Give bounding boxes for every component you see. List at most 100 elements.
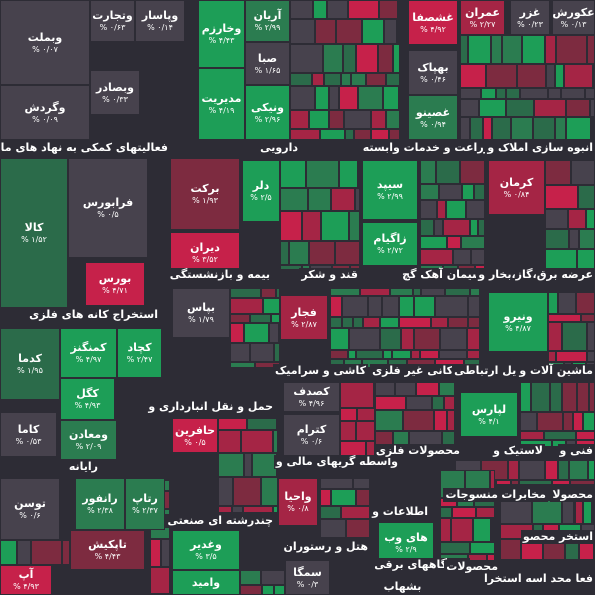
- change: ۴/۹۷ %: [75, 355, 102, 364]
- change: ۱/۶۵ %: [254, 65, 281, 75]
- tile: [582, 500, 592, 525]
- change: ۳/۵ %: [195, 552, 217, 561]
- ticker: های وب: [384, 531, 428, 544]
- tile: [393, 43, 400, 73]
- tile: های وب ۲/۹ %: [378, 522, 434, 564]
- sector-label: فنی و: [557, 444, 595, 458]
- sector-label: فعالیتهای کمکی به نهاد های مالی واس: [0, 141, 170, 155]
- tile: [150, 538, 162, 567]
- tile: [379, 317, 400, 329]
- tile: وتجارت ۰/۶۳ %: [90, 0, 135, 42]
- tile: [218, 476, 233, 507]
- ticker: کگل: [76, 387, 99, 400]
- tile: [370, 129, 390, 140]
- tile: [240, 570, 262, 586]
- tile: [419, 349, 440, 360]
- tile: [505, 87, 520, 99]
- change: ۲/۲۷ %: [469, 19, 496, 29]
- tile: [343, 110, 372, 130]
- ticker: توسن: [14, 497, 46, 510]
- tile: [324, 72, 342, 86]
- tile: [280, 211, 303, 241]
- change: ۰/۶ %: [300, 437, 323, 446]
- sector-label: مخابرات: [499, 488, 548, 502]
- sector-label: منسوجات: [443, 488, 500, 502]
- tile: [230, 322, 244, 344]
- tile: [340, 382, 374, 409]
- tile: بورس ۴/۷۱ %: [85, 262, 145, 306]
- ticker: مدیریت: [201, 92, 242, 105]
- tile: [290, 0, 313, 19]
- tile: [570, 479, 595, 485]
- tile: [382, 85, 400, 111]
- ticker: وپاسار: [141, 9, 179, 22]
- tile: [320, 489, 331, 507]
- tile: [574, 500, 583, 525]
- tile: [375, 410, 404, 432]
- tile: [471, 249, 485, 266]
- change: ۲/۹۹ %: [377, 192, 403, 201]
- tile: [353, 478, 370, 490]
- tile: [482, 117, 492, 140]
- change: ۲/۳۸ %: [87, 506, 113, 515]
- tile: [334, 240, 360, 265]
- ticker: دیران: [190, 241, 220, 254]
- tile: [403, 410, 435, 432]
- tile: [436, 199, 447, 220]
- tile: [516, 64, 547, 88]
- tile: [290, 72, 313, 86]
- tile: [520, 382, 531, 412]
- sector-label: حمل و نقل انبارداری و: [146, 400, 275, 414]
- tile: [262, 585, 274, 595]
- tile: [560, 87, 585, 99]
- ticker: رانفور: [82, 492, 118, 505]
- tile: [290, 18, 316, 44]
- tile: [290, 85, 315, 111]
- tile: کگل ۴/۹۳ %: [60, 378, 115, 420]
- tile: [548, 350, 557, 362]
- tile: وغدیر ۳/۵ %: [172, 530, 240, 570]
- ticker: غزر: [519, 5, 541, 19]
- tile: [486, 64, 517, 88]
- tile: [230, 343, 250, 362]
- ticker: وبصادر: [96, 80, 134, 94]
- tile: [545, 229, 569, 249]
- tile: صبا ۱/۶۵ %: [245, 42, 290, 85]
- tile: [330, 317, 342, 329]
- tile: وبصادر ۰/۳۳ %: [90, 70, 140, 115]
- ticker: بورس: [98, 272, 132, 285]
- tile: [440, 518, 452, 542]
- tile: [469, 541, 495, 554]
- ticker: وغدیر: [190, 538, 222, 551]
- change: ۳/۵۲ %: [192, 255, 218, 264]
- tile: کالا ۱/۵۲ %: [0, 158, 68, 308]
- tile: [272, 506, 278, 513]
- tile: [328, 85, 340, 111]
- change: ۴/۴۳ %: [94, 552, 121, 561]
- tile: [500, 500, 533, 525]
- tile: [421, 288, 446, 297]
- tile: [557, 460, 569, 480]
- tile: [290, 43, 324, 73]
- tile: [567, 208, 586, 230]
- tile: [545, 185, 578, 209]
- tile: [356, 349, 384, 360]
- tile: [272, 430, 278, 453]
- tile: [305, 160, 339, 188]
- tile: [548, 321, 563, 351]
- tile: [532, 500, 562, 525]
- tile: کمنگنز ۴/۹۷ %: [60, 328, 117, 378]
- tile: [461, 184, 474, 200]
- tile: [496, 87, 506, 99]
- tile: وبملت ۰/۰۷ %: [0, 0, 90, 85]
- tile: [263, 297, 280, 314]
- tile: [230, 313, 251, 323]
- tile: غصینو ۰/۹۴ %: [408, 95, 458, 140]
- tile: [443, 395, 455, 411]
- ticker: فجار: [291, 305, 317, 319]
- tile: [589, 382, 595, 412]
- tile: [470, 117, 483, 140]
- tile: [312, 0, 327, 19]
- tile: [468, 296, 480, 318]
- change: ۰/۴۶ %: [420, 74, 446, 84]
